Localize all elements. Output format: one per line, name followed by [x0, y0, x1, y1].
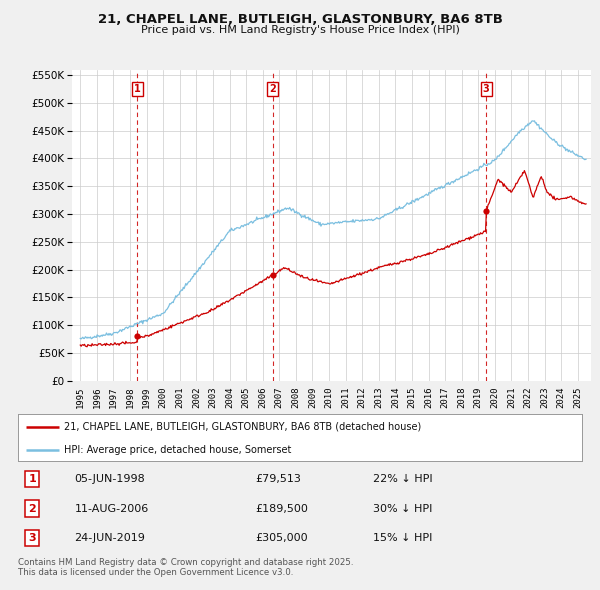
- Text: 15% ↓ HPI: 15% ↓ HPI: [373, 533, 433, 543]
- Text: £305,000: £305,000: [255, 533, 308, 543]
- Text: 21, CHAPEL LANE, BUTLEIGH, GLASTONBURY, BA6 8TB: 21, CHAPEL LANE, BUTLEIGH, GLASTONBURY, …: [98, 13, 502, 26]
- Text: 2: 2: [28, 504, 36, 513]
- Text: 1: 1: [28, 474, 36, 484]
- Text: 30% ↓ HPI: 30% ↓ HPI: [373, 504, 433, 513]
- Text: 24-JUN-2019: 24-JUN-2019: [74, 533, 145, 543]
- Text: Price paid vs. HM Land Registry's House Price Index (HPI): Price paid vs. HM Land Registry's House …: [140, 25, 460, 35]
- Text: £189,500: £189,500: [255, 504, 308, 513]
- Text: HPI: Average price, detached house, Somerset: HPI: Average price, detached house, Some…: [64, 445, 292, 454]
- Text: £79,513: £79,513: [255, 474, 301, 484]
- Text: 2: 2: [269, 84, 276, 94]
- Text: 3: 3: [483, 84, 490, 94]
- Text: 21, CHAPEL LANE, BUTLEIGH, GLASTONBURY, BA6 8TB (detached house): 21, CHAPEL LANE, BUTLEIGH, GLASTONBURY, …: [64, 422, 421, 432]
- Text: 11-AUG-2006: 11-AUG-2006: [74, 504, 149, 513]
- Text: 22% ↓ HPI: 22% ↓ HPI: [373, 474, 433, 484]
- Text: Contains HM Land Registry data © Crown copyright and database right 2025.
This d: Contains HM Land Registry data © Crown c…: [18, 558, 353, 577]
- Text: 05-JUN-1998: 05-JUN-1998: [74, 474, 145, 484]
- Text: 3: 3: [28, 533, 36, 543]
- Text: 1: 1: [134, 84, 140, 94]
